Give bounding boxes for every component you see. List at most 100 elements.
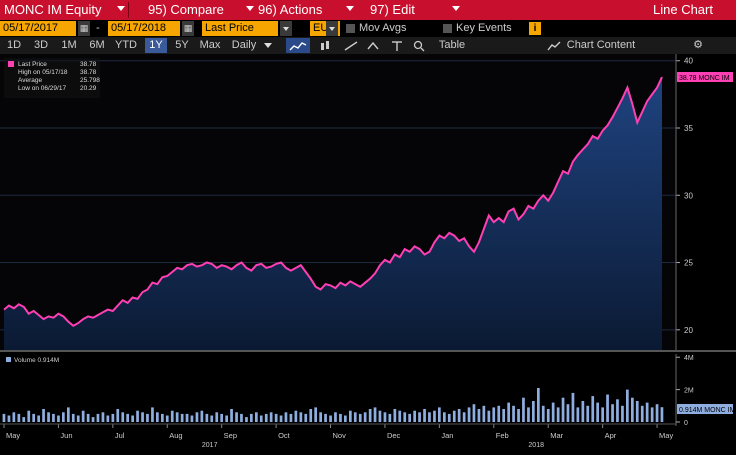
chevron-down-icon[interactable] [326,21,338,36]
chart-content-button[interactable]: Chart Content [566,39,636,51]
volume-bar [363,412,367,422]
volume-bar [566,404,570,422]
chart-area: 20 25 30 35 40 May Jun Jul Aug Sep Oct Nov Dec Jan Fe… [0,54,736,450]
volume-bar [170,410,174,422]
volume-bar [96,413,100,422]
chevron-down-icon[interactable] [264,43,272,48]
volume-bar [62,412,65,422]
price-field-select[interactable]: Last Price [202,21,278,36]
calendar-icon[interactable]: ▦ [78,21,90,36]
chart-content-icon[interactable] [546,38,562,53]
volume-bar [497,405,501,422]
range-1y-button[interactable]: 1Y [145,38,167,53]
volume-bar [121,412,125,422]
volume-bar [180,413,184,422]
last-price-tag [677,72,733,82]
volume-bar [601,407,604,422]
pane-divider[interactable] [0,350,736,352]
edit-menu[interactable]: 97) Edit [370,2,415,17]
range-3d-button[interactable]: 3D [33,39,49,51]
volume-bar [645,402,649,422]
x-tick-label: Apr [605,431,617,440]
gear-icon[interactable]: ⚙ [693,39,703,51]
volume-bar [452,410,456,422]
y-axis: 20 25 30 35 40 [675,54,693,350]
draw-icon[interactable] [342,38,360,53]
compare-menu[interactable]: 95) Compare [148,2,224,17]
y-tick-label: 20 [684,326,693,335]
volume-bar [2,413,6,422]
price-line [3,76,663,328]
volume-axis: 4M 2M 0 [675,354,694,427]
volume-bar [284,412,288,422]
chevron-down-icon[interactable] [117,6,125,11]
zoom-icon[interactable] [412,38,426,53]
chevron-down-icon[interactable] [452,6,460,11]
volume-bar [156,412,159,422]
chevron-down-icon[interactable] [246,6,254,11]
range-1d-button[interactable]: 1D [6,39,22,51]
year-label: 2018 [528,442,544,449]
price-chart: 20 25 30 35 40 May Jun Jul Aug Sep Oct Nov Dec Jan Fe… [0,54,736,449]
volume-bar [428,412,431,422]
range-5y-button[interactable]: 5Y [175,39,189,51]
x-tick-label: Aug [169,431,182,440]
y-tick-label: 40 [684,57,693,66]
volume-bar [621,405,624,422]
volume-bar [640,405,644,422]
top-bar: MONC IM Equity 95) Compare 96) Actions 9… [0,0,736,20]
annotate-icon[interactable] [364,38,382,53]
volume-bar [349,410,352,422]
key-events-checkbox[interactable] [443,24,452,33]
volume-bar [418,412,421,422]
volume-bar [259,415,263,422]
volume-bar [185,413,189,422]
range-1m-button[interactable]: 1M [61,39,77,51]
start-date-field[interactable]: 05/17/2017 [0,21,76,36]
actions-menu[interactable]: 96) Actions [258,2,323,17]
text-icon[interactable] [388,38,406,53]
volume-bar [537,388,540,422]
chevron-down-icon[interactable] [280,21,292,36]
range-max-button[interactable]: Max [199,39,221,51]
chevron-down-icon[interactable] [346,6,354,11]
volume-bar [556,407,560,422]
volume-bar [472,404,476,422]
volume-bar [660,407,664,422]
legend-swatch [8,61,14,67]
volume-bar [329,415,332,422]
y-tick-label: 25 [684,259,693,268]
volume-bar [398,410,402,422]
volume-bar [324,413,327,422]
volume-bar [141,412,144,422]
frequency-select[interactable]: Daily [231,39,257,51]
date-separator: - [96,22,100,34]
line-chart-icon[interactable] [286,38,310,53]
volume-bar [131,415,134,422]
calendar-icon[interactable]: ▦ [182,21,194,36]
legend: Last Price 38.78 High on 05/17/18 38.78 … [4,58,100,98]
volume-bar [47,412,50,422]
volume-bar [319,412,322,422]
range-6m-button[interactable]: 6M [89,39,105,51]
x-tick-label: Mar [550,431,563,440]
volume-bar [507,402,510,422]
volume-bar [57,415,60,422]
volume-bar [240,413,243,422]
volume-bar [195,412,199,422]
mov-avgs-checkbox[interactable] [346,24,355,33]
volume-bar [37,415,40,422]
range-ytd-button[interactable]: YTD [115,39,137,51]
candle-icon[interactable] [318,38,332,53]
volume-bar [611,404,614,422]
volume-swatch [6,357,11,362]
security-ticker[interactable]: MONC IM Equity [4,2,102,17]
table-button[interactable]: Table [438,39,466,51]
volume-bar [215,412,219,422]
volume-bar [581,401,585,422]
info-icon[interactable]: i [529,22,541,35]
x-tick-label: Jan [441,431,453,440]
volume-bar [606,394,609,422]
legend-high-value: 38.78 [80,69,97,76]
end-date-field[interactable]: 05/17/2018 [108,21,180,36]
